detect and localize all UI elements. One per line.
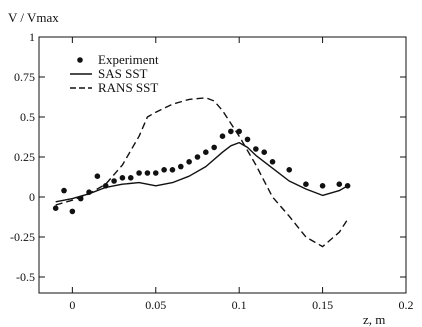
x-tick-label: 0.1: [232, 298, 247, 312]
experiment-point: [344, 183, 351, 189]
experiment-point: [286, 167, 293, 173]
x-tick-label: 0: [69, 298, 75, 312]
x-tick-label: 0.05: [145, 298, 166, 312]
experiment-point: [194, 154, 201, 160]
experiment-point: [303, 181, 309, 187]
experiment-point: [152, 170, 159, 176]
legend-label-experiment: Experiment: [98, 52, 159, 67]
experiment-point: [136, 170, 142, 176]
legend-label-sas-sst: SAS SST: [98, 66, 148, 81]
y-tick-label: -0.25: [10, 230, 35, 244]
legend-label-rans-sst: RANS SST: [98, 80, 158, 95]
y-axis-title: V / Vmax: [8, 10, 59, 25]
y-tick-label: 0.5: [20, 110, 35, 124]
experiment-point: [203, 149, 209, 155]
x-tick-label: 0.15: [312, 298, 333, 312]
experiment-point: [52, 205, 59, 211]
experiment-point: [244, 136, 251, 143]
experiment-point: [169, 167, 176, 173]
x-tick-label: 0.2: [399, 298, 414, 312]
y-tick-label: 0: [29, 190, 35, 204]
experiment-point: [144, 170, 151, 176]
axis-ticks: 0 0.05 0.1 0.15 0.2 -0.5 -0.25 0 0.25 0.5 0.75 1: [10, 30, 414, 312]
experiment-point: [336, 181, 343, 187]
experiment-point: [161, 167, 167, 173]
plot-series: [52, 97, 351, 248]
experiment-point: [111, 178, 117, 184]
experiment-point: [127, 175, 134, 181]
y-tick-label: 0.25: [14, 150, 35, 164]
experiment-point: [319, 183, 326, 189]
experiment-point: [219, 133, 226, 139]
y-tick-label: -0.5: [16, 270, 35, 284]
experiment-point: [61, 187, 67, 194]
experiment-point: [253, 146, 259, 152]
experiment-point: [94, 173, 101, 179]
y-tick-label: 0.75: [14, 70, 35, 84]
experiment-point: [228, 128, 234, 135]
rans-sst-line: [55, 97, 349, 248]
experiment-point: [69, 208, 76, 215]
y-tick-label: 1: [29, 30, 35, 44]
x-axis-title: z, m: [363, 312, 385, 327]
experiment-point: [119, 175, 126, 181]
experiment-point: [186, 159, 192, 165]
experiment-point: [269, 159, 276, 165]
experiment-point: [177, 163, 184, 170]
plot-frame: [38, 36, 407, 294]
legend-marker-experiment: [77, 57, 83, 63]
experiment-point: [211, 144, 217, 151]
experiment-point: [261, 149, 268, 155]
sas-sst-line: [55, 141, 348, 203]
